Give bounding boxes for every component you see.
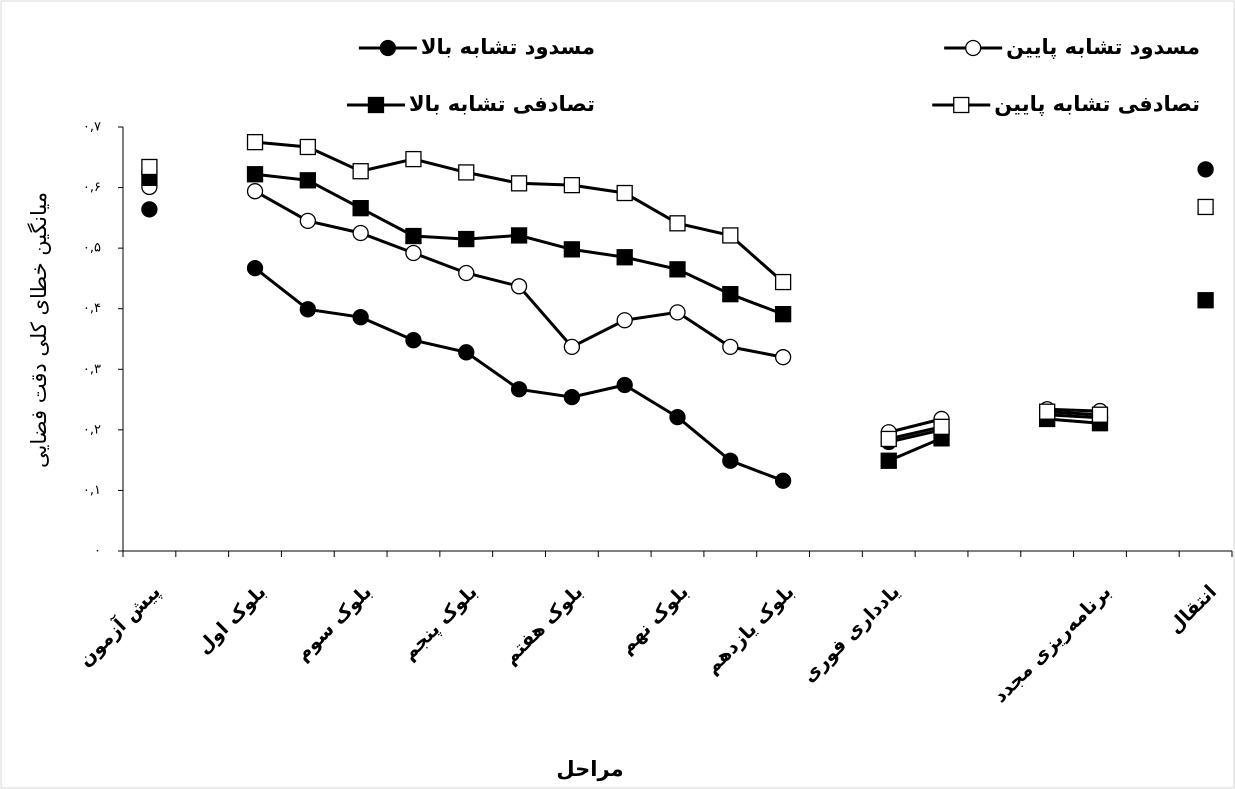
data-point [880,452,897,469]
legend-label: مسدود تشابه بالا [421,35,595,59]
y-tick-label: ۰,۴ [83,301,101,316]
legend-marker [953,96,970,114]
y-tick-label: ۰,۶ [83,180,101,195]
data-point [352,163,369,180]
data-point [352,309,369,326]
y-tick-label: ۰,۳ [83,362,101,377]
data-point [141,158,158,176]
data-point [933,418,950,435]
legend-marker [379,39,397,57]
data-point [299,212,316,230]
data-point [458,164,475,181]
x-tick-label: بلوک اول [193,581,271,659]
data-point [616,312,633,329]
data-point [563,176,581,194]
x-tick-label: یادداری فوری [798,581,904,687]
data-point [141,201,158,218]
data-point [405,150,422,168]
data-point [405,244,422,262]
data-point [1197,198,1214,216]
data-point [616,376,633,394]
data-point [1091,406,1109,423]
data-point [722,227,739,244]
data-point [774,472,792,489]
y-tick-label: ۰,۱ [83,483,101,498]
legend-marker [965,39,982,57]
series-line [255,174,1206,461]
x-axis-title: مراحل [556,757,623,781]
data-point [246,166,264,183]
data-point [669,261,686,278]
data-point [458,230,475,248]
data-point [246,183,264,200]
data-point [299,172,316,189]
y-tick-label: ۰,۲ [83,422,101,437]
x-tick-label: بلوک یازدهم [701,581,799,679]
data-point [774,349,792,366]
data-point [246,133,264,151]
data-point [880,430,897,448]
data-point [299,301,316,318]
data-point [510,175,528,192]
data-point [563,388,581,406]
series-line [255,169,1206,480]
data-point [352,200,369,217]
data-point [510,227,528,244]
data-point [1197,292,1214,309]
x-tick-label: برنامه‌ریزی مجدد [989,581,1115,707]
data-point [616,249,633,266]
x-tick-label: بلوک سوم [292,581,376,665]
data-point [616,184,633,202]
data-point [722,338,739,356]
x-tick-label: بلوک پنجم [398,581,482,665]
data-point [458,264,475,282]
data-point [774,306,792,323]
data-point [405,227,422,245]
x-tick-label: بلوک هفتم [499,581,587,669]
data-point [669,304,686,321]
x-tick-label: پیش آزمون [73,579,165,671]
y-tick-label: ۰,۵ [83,241,101,256]
x-tick-label: بلوک نهم [616,581,693,658]
data-point [510,278,528,295]
data-point [669,215,686,232]
y-tick-label: ۰ [94,544,101,559]
data-point [1039,403,1056,420]
data-point [458,344,475,361]
data-point [563,241,581,258]
data-point [352,224,369,242]
legend-label: تصادفی تشابه بالا [409,92,595,116]
legend-marker [367,96,385,114]
x-tick-label: انتقال [1164,581,1221,638]
data-point [722,286,739,303]
data-point [299,138,316,156]
y-tick-label: ۰,۷ [83,120,101,135]
data-point [722,452,739,469]
data-point [669,408,686,426]
data-point [774,273,792,291]
y-axis-title: میانگین خطای کلی دقت فضایی [27,192,51,468]
data-point [246,259,264,277]
data-point [405,332,422,349]
data-point [510,381,528,398]
legend-label: مسدود تشابه پایین [1006,35,1200,59]
legend-label: تصادفی تشابه پایین [994,92,1200,116]
data-point [563,338,581,356]
data-point [1197,161,1214,178]
